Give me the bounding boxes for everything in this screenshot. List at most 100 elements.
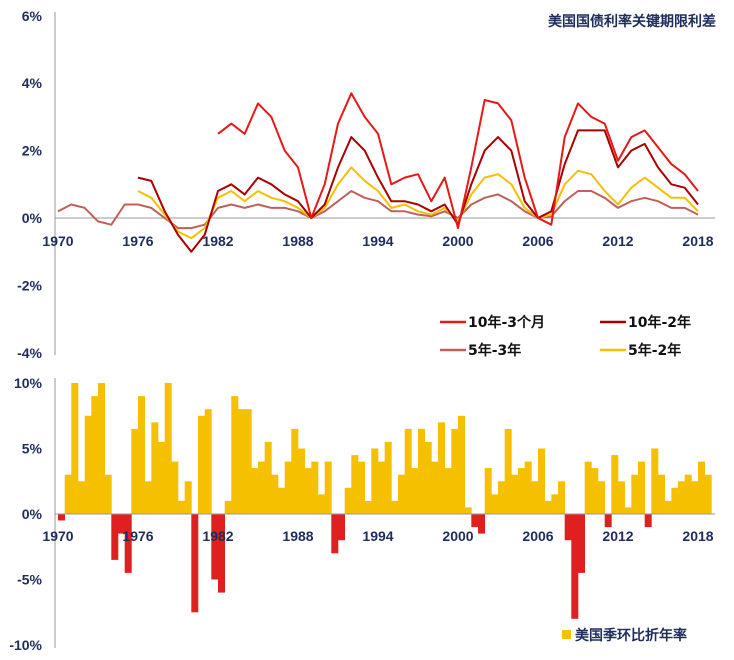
gdp-bar [344, 487, 352, 514]
chart-title: 美国国债利率关键期限利差 [548, 13, 716, 30]
legend-swatch [562, 630, 571, 639]
gdp-bar [564, 514, 572, 541]
legend-label: 5年-2年 [628, 342, 681, 359]
gdp-bar [144, 481, 152, 515]
gdp-bar [638, 461, 645, 514]
series-line [137, 129, 699, 253]
gdp-bar [418, 428, 425, 514]
gdp-bar [338, 514, 345, 541]
gdp-bar [578, 514, 585, 573]
gdp-bar [491, 494, 499, 514]
gdp-bar [464, 507, 472, 514]
gdp-bar [78, 481, 85, 515]
gdp-bar [644, 514, 652, 528]
gdp-bar [504, 428, 512, 514]
series-line [137, 166, 699, 240]
y-tick-label: 2% [22, 143, 43, 159]
gdp-bar [498, 481, 505, 515]
gdp-bar [544, 500, 552, 514]
gdp-bar [84, 415, 92, 515]
x-tick-label: 1982 [202, 528, 233, 544]
gdp-bar [358, 461, 365, 514]
x-tick-label: 1976 [122, 233, 153, 249]
y-tick-label: 0% [22, 506, 43, 522]
x-tick-label: 2012 [602, 528, 633, 544]
gdp-bar [424, 441, 432, 514]
x-tick-label: 1976 [122, 528, 153, 544]
gdp-bar [558, 481, 565, 515]
gdp-bar [664, 500, 672, 514]
gdp-bar [211, 514, 219, 580]
x-tick-label: 2012 [602, 233, 633, 249]
gdp-bar [71, 383, 79, 514]
gdp-bar [444, 468, 452, 514]
gdp-bar [118, 514, 125, 534]
spread-chart: 6% 4% 2% 0% -2% -4% 1970 1976 1982 1988 1994 2000 20… [17, 8, 715, 361]
gdp-bar [484, 468, 492, 514]
gdp-bar [651, 448, 659, 514]
gdp-bar [324, 461, 332, 514]
gdp-bar [378, 461, 385, 514]
x-tick-label: 1970 [42, 528, 73, 544]
gdp-bar [64, 474, 72, 514]
gdp-bar [438, 422, 445, 514]
gdp-bar [411, 468, 419, 514]
gdp-bar [184, 481, 192, 515]
gdp-bar [678, 481, 685, 515]
gdp-bar [604, 514, 612, 528]
gdp-bar [531, 481, 539, 515]
gdp-bar [191, 514, 199, 613]
gdp-bar [264, 441, 272, 514]
gdp-bar [284, 461, 292, 514]
x-tick-label: 2006 [522, 233, 553, 249]
gdp-bar [698, 461, 705, 514]
gdp-bar [518, 468, 525, 514]
gdp-bar [371, 448, 379, 514]
series-line [57, 190, 699, 230]
gdp-bar [138, 396, 145, 514]
gdp-bar [251, 468, 259, 514]
gdp-bar [298, 448, 305, 514]
gdp-bar [351, 455, 359, 514]
gdp-bar [551, 494, 559, 514]
gdp-bar [91, 396, 99, 514]
gdp-bar [524, 461, 532, 514]
gdp-bar [291, 428, 299, 514]
legend-label: 美国季环比折年率 [575, 627, 687, 644]
gdp-bar [364, 500, 372, 514]
y-tick-label: 10% [14, 375, 43, 391]
x-tick-label: 2018 [682, 528, 713, 544]
gdp-bar [318, 494, 325, 514]
y-tick-label: 0% [22, 210, 43, 226]
gdp-bar [451, 428, 459, 514]
x-tick-label: 1982 [202, 233, 233, 249]
x-tick-label: 1988 [282, 233, 313, 249]
gdp-bar [704, 474, 712, 514]
gdp-bar [164, 383, 172, 514]
gdp-bar [398, 474, 405, 514]
legend-label: 10年-3个月 [468, 314, 545, 331]
gdp-bar [204, 409, 212, 514]
gdp-bar [311, 461, 319, 514]
gdp-bar [458, 415, 465, 515]
gdp-bar [224, 500, 232, 514]
gdp-bar [511, 474, 519, 514]
gdp-bar [271, 474, 279, 514]
gdp-bar [631, 474, 639, 514]
gdp-bar [598, 481, 605, 515]
y-tick-label: -5% [17, 572, 42, 588]
gdp-bar [384, 441, 392, 514]
gdp-bar [238, 409, 245, 514]
gdp-bar [111, 514, 119, 560]
x-tick-label: 2000 [442, 233, 473, 249]
gdp-bar [158, 441, 165, 514]
x-tick-label: 1994 [362, 233, 393, 249]
gdp-bar [618, 481, 625, 515]
gdp-bar [478, 514, 485, 534]
legend-label: 5年-3年 [468, 342, 521, 359]
y-tick-label: 5% [22, 441, 43, 457]
gdp-bar [684, 474, 692, 514]
gdp-bar [124, 514, 132, 573]
x-tick-label: 2006 [522, 528, 553, 544]
